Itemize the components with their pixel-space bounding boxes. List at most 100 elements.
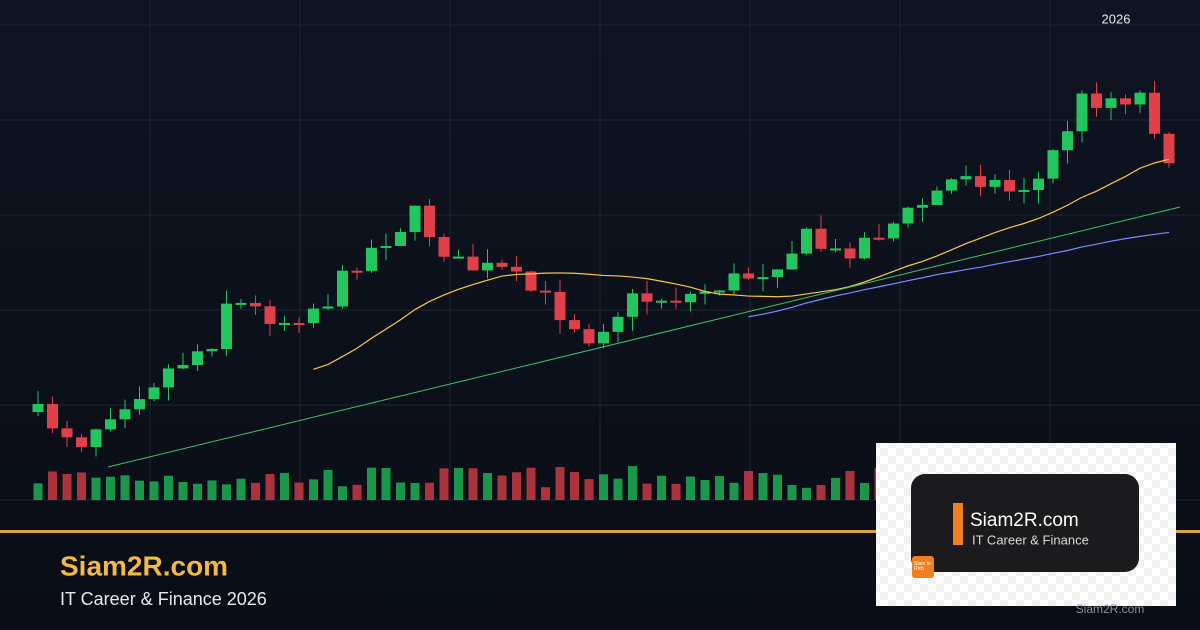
volume-bar: [526, 467, 536, 500]
candle-body: [946, 179, 957, 191]
candle-body: [772, 269, 783, 278]
candle-body: [786, 253, 798, 270]
volume-bar: [338, 486, 347, 500]
volume-bar: [715, 476, 724, 500]
volume-bar: [802, 487, 811, 500]
candle-body: [32, 404, 44, 412]
candle-body: [583, 329, 595, 344]
volume-bar: [120, 475, 130, 500]
volume-bar: [309, 479, 318, 500]
candle-body: [134, 399, 145, 410]
logo-panel: [911, 474, 1139, 572]
candle-body: [61, 428, 73, 438]
candle-body: [1134, 92, 1146, 105]
candle-body: [873, 237, 885, 240]
candle-body: [728, 273, 740, 291]
volume-bar: [381, 468, 391, 500]
volume-bar: [497, 475, 507, 500]
volume-bar: [178, 481, 188, 500]
candle-body: [699, 291, 711, 294]
candle-body: [496, 262, 508, 267]
candle-body: [917, 204, 928, 208]
candle-body: [76, 437, 87, 447]
volume-bar: [352, 484, 362, 500]
volume-bar: [251, 482, 260, 500]
volume-bar: [62, 474, 72, 500]
candle-body: [888, 223, 899, 239]
candle-body: [975, 176, 986, 187]
volume-bar: [483, 473, 492, 500]
candle-body: [1105, 98, 1117, 108]
volume-bar: [236, 478, 246, 500]
candle-body: [337, 270, 348, 307]
candle-body: [1120, 98, 1131, 105]
volume-bar: [410, 482, 420, 500]
candle-body: [627, 293, 638, 317]
volume-bar: [280, 472, 289, 500]
divider: [0, 530, 1200, 533]
candle-body: [424, 205, 435, 237]
volume-bar: [787, 485, 797, 500]
candle-body: [540, 290, 551, 293]
candle-body: [250, 302, 261, 307]
volume-bar: [744, 470, 753, 500]
footer-title: Siam2R.com: [60, 550, 228, 581]
logo-title: Siam2R.com: [970, 510, 1079, 531]
trend-line: [107, 206, 1181, 468]
volume-bar: [613, 478, 623, 500]
candle-body: [685, 293, 696, 303]
candle-body: [743, 273, 754, 279]
volume-bar: [149, 481, 159, 500]
logo-badge-text: Siam to Rich: [914, 561, 931, 572]
candle-body: [1091, 93, 1102, 108]
candle-body: [177, 365, 189, 369]
volume-bar: [265, 474, 275, 500]
volume-bar: [135, 480, 144, 500]
candle-body: [598, 331, 609, 344]
grid: [0, 0, 1200, 501]
candle-body: [989, 179, 1001, 187]
volume-bar: [686, 476, 695, 500]
volume-bar: [193, 483, 202, 500]
volume-bar: [729, 482, 739, 500]
candle-body: [206, 348, 218, 352]
candle-body: [409, 205, 421, 232]
logo-badge-box: Siam to Rich: [914, 561, 931, 572]
volume-bar: [657, 475, 666, 500]
candle-body: [569, 320, 580, 330]
candle-body: [1033, 178, 1044, 191]
volume-bar: [468, 468, 478, 500]
candle-body: [322, 306, 334, 309]
logo-card: Siam2R.com IT Career & Finance Siam to R…: [876, 443, 1176, 606]
candle-body: [47, 404, 58, 429]
candle-body: [656, 300, 667, 303]
volume-bar: [512, 472, 521, 500]
candle-body: [453, 256, 464, 259]
volume-bar: [584, 479, 594, 500]
volume-bar: [816, 485, 826, 500]
moving-average: [748, 231, 1170, 318]
volume-bar: [454, 467, 463, 500]
candle-body: [351, 270, 363, 273]
candle-body: [279, 322, 290, 325]
watermark: Siam2R.com: [1076, 602, 1145, 616]
candle-body: [438, 236, 450, 257]
candle-body: [1076, 93, 1088, 132]
candle-body: [830, 248, 841, 251]
candle-body: [148, 387, 160, 400]
volume-bar: [758, 473, 768, 500]
candle-body: [641, 293, 653, 302]
candle-body: [670, 300, 682, 303]
volume-bar: [367, 467, 376, 500]
candle-body: [1018, 190, 1030, 193]
candle-body: [511, 266, 522, 272]
volume-bar: [77, 472, 86, 500]
candle-body: [960, 176, 972, 180]
candle-body: [163, 368, 174, 388]
volume-bar: [106, 476, 115, 500]
volume-bar: [294, 482, 304, 500]
volume-bar: [48, 471, 57, 500]
logo-accent: [953, 503, 963, 545]
volume-bar: [831, 477, 840, 500]
